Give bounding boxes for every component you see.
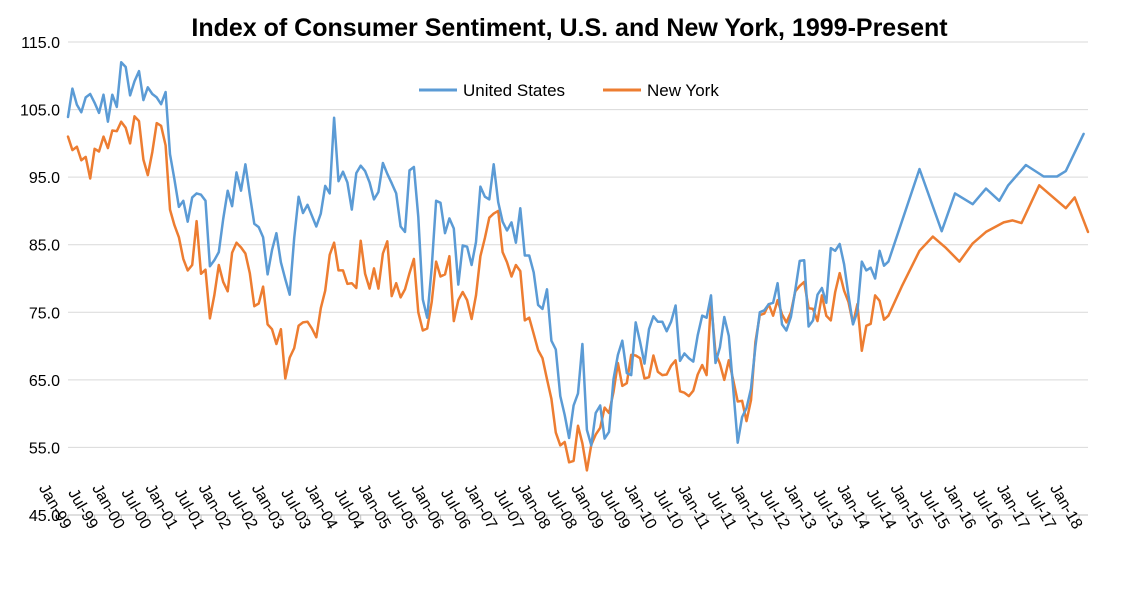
y-tick-label: 85.0 [29,238,60,255]
y-tick-label: 115.0 [21,35,60,52]
y-tick-label: 105.0 [20,103,60,120]
y-tick-label: 45.0 [29,508,60,525]
y-tick-label: 55.0 [29,440,60,457]
series-line-new-york [66,115,1090,472]
legend: United States New York [419,81,719,100]
x-axis-ticks: Jan-99Jul-99Jan-00Jul-00Jan-01Jul-01Jan-… [35,481,1085,532]
series-lines [66,61,1090,472]
series-line-united-states [66,61,1085,447]
y-tick-label: 75.0 [29,305,60,322]
chart-title: Index of Consumer Sentiment, U.S. and Ne… [191,14,948,42]
legend-label-united-states: United States [463,81,565,100]
legend-label-new-york: New York [647,81,719,100]
y-tick-label: 95.0 [29,170,60,187]
gridlines [68,41,1088,516]
y-axis-ticks: 45.0 55.0 65.0 75.0 85.0 95.0 105.0 115.0 [20,35,60,525]
y-tick-label: 65.0 [29,373,60,390]
